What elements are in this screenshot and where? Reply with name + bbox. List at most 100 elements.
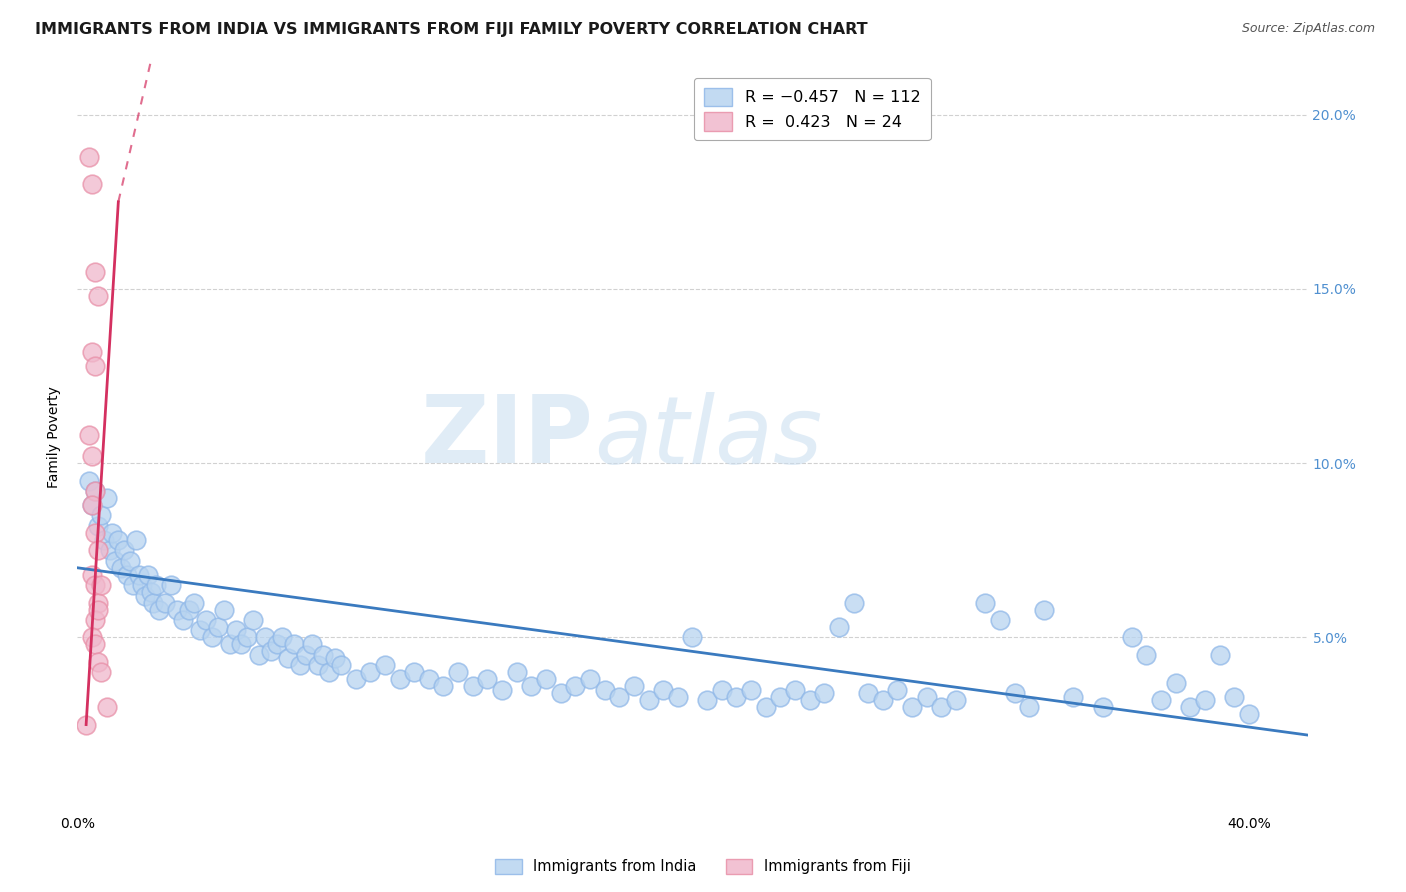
Point [886,682,908,697]
Point [945,693,967,707]
Point [98,543,121,558]
Point [637,693,659,707]
Point [607,690,630,704]
Point [318,665,340,680]
Point [188,624,212,638]
Point [84,484,107,499]
Point [432,679,454,693]
Point [404,665,426,680]
Text: ZIP: ZIP [422,391,595,483]
Point [201,631,224,645]
Text: IMMIGRANTS FROM INDIA VS IMMIGRANTS FROM FIJI FAMILY POVERTY CORRELATION CHART: IMMIGRANTS FROM INDIA VS IMMIGRANTS FROM… [35,22,868,37]
Point [77,149,100,163]
Point [80,178,103,192]
Point [139,585,162,599]
Point [107,533,129,547]
Point [225,624,247,638]
Point [90,578,112,592]
Point [128,567,150,582]
Point [915,690,938,704]
Point [87,602,110,616]
Point [1091,700,1114,714]
Point [813,686,835,700]
Point [112,543,135,558]
Point [740,682,762,697]
Point [418,673,440,687]
Point [96,700,118,714]
Point [295,648,318,662]
Point [134,589,156,603]
Point [80,567,103,582]
Point [84,578,107,592]
Point [858,686,880,700]
Point [87,289,110,303]
Point [90,508,112,523]
Point [125,533,148,547]
Point [75,717,97,731]
Point [195,613,218,627]
Point [461,679,484,693]
Point [974,596,997,610]
Point [271,631,294,645]
Point [564,679,586,693]
Point [148,602,170,616]
Point [177,602,200,616]
Point [799,693,821,707]
Point [534,673,557,687]
Point [1135,648,1157,662]
Point [80,498,103,512]
Point [87,543,110,558]
Point [84,613,107,627]
Point [115,567,138,582]
Point [142,596,165,610]
Point [84,637,107,651]
Point [247,648,270,662]
Point [80,498,103,512]
Point [160,578,183,592]
Point [1164,675,1187,690]
Point [755,700,778,714]
Point [172,613,194,627]
Point [550,686,572,700]
Point [725,690,748,704]
Point [988,613,1011,627]
Point [77,428,100,442]
Point [1180,700,1202,714]
Point [153,596,177,610]
Point [593,682,616,697]
Point [266,637,288,651]
Point [329,658,352,673]
Point [87,596,110,610]
Y-axis label: Family Poverty: Family Poverty [48,386,62,488]
Point [77,474,100,488]
Point [80,631,103,645]
Point [872,693,894,707]
Point [359,665,381,680]
Point [260,644,283,658]
Point [84,484,107,499]
Point [1237,707,1260,722]
Point [131,578,153,592]
Point [104,554,127,568]
Point [101,525,124,540]
Point [218,637,240,651]
Point [710,682,733,697]
Point [682,631,704,645]
Point [145,578,167,592]
Text: Source: ZipAtlas.com: Source: ZipAtlas.com [1241,22,1375,36]
Point [122,578,145,592]
Point [183,596,205,610]
Point [242,613,264,627]
Point [388,673,411,687]
Point [87,655,110,669]
Point [828,620,851,634]
Point [1018,700,1040,714]
Point [307,658,329,673]
Point [1121,631,1143,645]
Point [288,658,311,673]
Point [166,602,188,616]
Point [84,525,107,540]
Point [344,673,367,687]
Point [520,679,543,693]
Point [283,637,305,651]
